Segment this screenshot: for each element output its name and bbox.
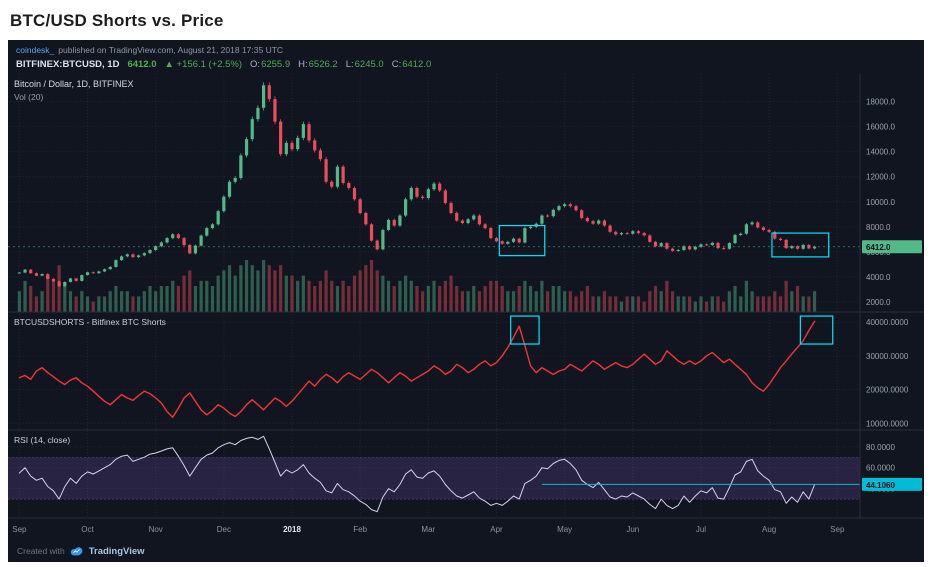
page-title: BTC/USD Shorts vs. Price <box>10 11 224 30</box>
svg-text:44.1060: 44.1060 <box>866 481 895 490</box>
ohlc-open: O: 6255.9 <box>250 59 291 70</box>
chart-header: coindesk_ published on TradingView.com, A… <box>8 40 924 74</box>
highlight-box <box>799 315 834 345</box>
svg-text:40000.0000: 40000.0000 <box>866 318 909 327</box>
grid: Sep Oct Nov Dec 2018 Feb Mar Apr May Jun Jul Aug Sep… <box>8 74 909 534</box>
created-with-label: Created with <box>17 546 65 556</box>
svg-text:6412.0: 6412.0 <box>866 243 891 252</box>
svg-text:Bitcoin / Dollar, 1D, BITFINEX: Bitcoin / Dollar, 1D, BITFINEX <box>14 79 134 89</box>
svg-text:60.0000: 60.0000 <box>866 464 895 473</box>
svg-text:30000.0000: 30000.0000 <box>866 352 909 361</box>
svg-text:Aug: Aug <box>762 525 776 534</box>
rsi-badge: 44.1060 <box>862 477 922 491</box>
ohlc-low: L: 6245.0 <box>345 59 384 70</box>
svg-text:Vol (20): Vol (20) <box>14 92 43 102</box>
svg-text:Sep: Sep <box>12 525 27 534</box>
svg-text:18000.0: 18000.0 <box>866 98 895 107</box>
svg-text:Mar: Mar <box>421 525 435 534</box>
chart-canvas[interactable]: Sep Oct Nov Dec 2018 Feb Mar Apr May Jun Jul Aug Sep… <box>8 74 924 540</box>
ohlc-high: H: 6526.2 <box>298 59 338 70</box>
chart-footer: Created with TradingView <box>8 540 924 562</box>
svg-text:20000.0000: 20000.0000 <box>866 386 909 395</box>
highlight-box <box>498 224 546 257</box>
rsi-line <box>18 435 816 513</box>
svg-text:2018: 2018 <box>283 525 301 534</box>
svg-text:14000.0: 14000.0 <box>866 148 895 157</box>
svg-text:Dec: Dec <box>217 525 231 534</box>
shorts-line <box>18 320 816 418</box>
svg-text:2000.0: 2000.0 <box>866 298 891 307</box>
svg-text:Feb: Feb <box>353 525 367 534</box>
ohlc-close: C: 6412.0 <box>391 59 432 70</box>
svg-text:8000.0: 8000.0 <box>866 223 891 232</box>
symbol-line: BITFINEX:BTCUSD, 1D 6412.0 ▲ +156.1 (+2.… <box>16 57 916 72</box>
svg-text:BTCUSDSHORTS - Bitfinex BTC Sh: BTCUSDSHORTS - Bitfinex BTC Shorts <box>14 317 166 327</box>
svg-text:Sep: Sep <box>830 525 845 534</box>
svg-text:Jun: Jun <box>626 525 639 534</box>
highlight-box <box>510 315 540 345</box>
svg-text:May: May <box>557 525 572 534</box>
candlesticks <box>17 82 817 287</box>
svg-text:Oct: Oct <box>81 525 94 534</box>
svg-text:10000.0000: 10000.0000 <box>866 419 909 428</box>
author-link[interactable]: coindesk_ <box>16 45 55 55</box>
rsi-band <box>8 457 860 500</box>
price-change: ▲ +156.1 (+2.5%) <box>164 59 243 70</box>
tradingview-logo-icon[interactable] <box>70 546 84 556</box>
volume-bars <box>17 260 817 312</box>
last-price: 6412.0 <box>127 59 157 70</box>
svg-text:10000.0: 10000.0 <box>866 198 895 207</box>
tradingview-chart-widget: coindesk_ published on TradingView.com, A… <box>8 40 924 562</box>
tradingview-brand-link[interactable]: TradingView <box>88 545 145 557</box>
svg-text:Nov: Nov <box>149 525 163 534</box>
svg-text:12000.0: 12000.0 <box>866 173 895 182</box>
symbol-label: BITFINEX:BTCUSD, 1D <box>16 59 120 70</box>
svg-text:Apr: Apr <box>490 525 503 534</box>
svg-text:4000.0: 4000.0 <box>866 273 891 282</box>
published-text: published on TradingView.com, August 21,… <box>58 45 284 55</box>
price-badge: 6412.0 <box>862 240 922 254</box>
svg-text:80.0000: 80.0000 <box>866 443 895 452</box>
attribution-line: coindesk_ published on TradingView.com, A… <box>16 44 916 57</box>
svg-text:RSI (14, close): RSI (14, close) <box>14 435 70 445</box>
svg-text:Jul: Jul <box>696 525 706 534</box>
svg-text:16000.0: 16000.0 <box>866 123 895 132</box>
highlight-box <box>771 232 830 258</box>
